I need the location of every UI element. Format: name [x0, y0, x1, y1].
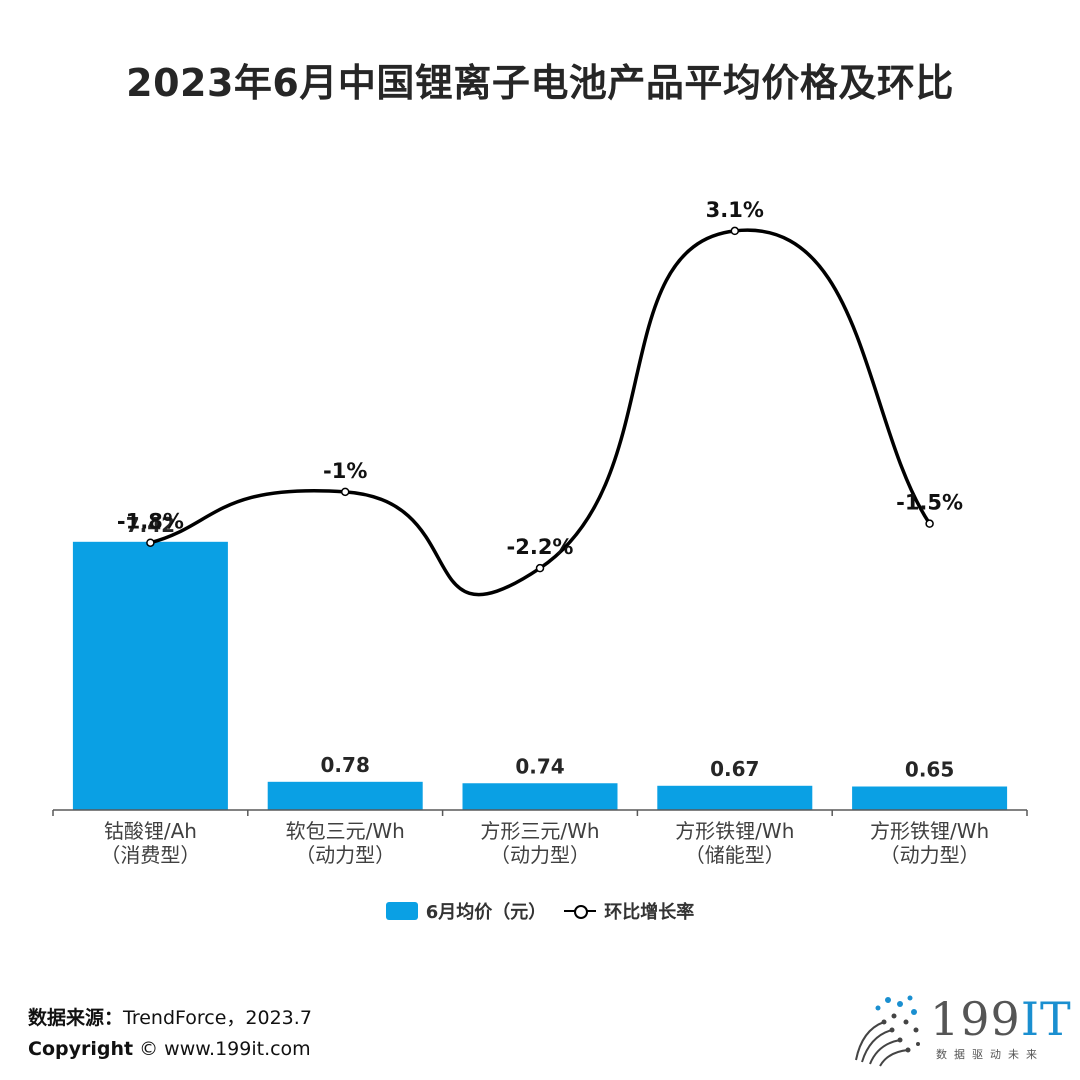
bar-value-label-2: 0.74: [515, 754, 564, 778]
copyright-text: © www.199it.com: [133, 1038, 311, 1060]
x-tick-label-2-1: （动力型）: [490, 843, 590, 867]
bar-value-label-0: 7.42: [126, 513, 175, 537]
logo-wordmark: 199IT: [930, 992, 1072, 1046]
legend-line-label: 环比增长率: [604, 902, 695, 923]
x-tick-label-1-0: 软包三元/Wh: [286, 819, 405, 843]
growth-rate-point-0: [146, 538, 155, 547]
legend-item-bar: 6月均价（元）: [385, 898, 547, 924]
source-label: 数据来源：: [28, 1007, 124, 1029]
growth-rate-label-1: -1%: [323, 459, 367, 483]
x-tick-label-0-0: 钴酸锂/Ah: [104, 819, 197, 843]
legend-line-marker-icon: [564, 902, 597, 920]
logo-accent-text: IT: [1020, 992, 1072, 1046]
growth-rate-point-3: [730, 226, 740, 236]
copyright: Copyright © www.199it.com: [28, 1038, 311, 1060]
bar-value-label-3: 0.67: [710, 757, 759, 781]
x-tick-label-2-0: 方形三元/Wh: [480, 819, 599, 843]
chart-title: 2023年6月中国锂离子电池产品平均价格及环比: [126, 61, 954, 105]
logo-tagline: 数据驱动未来: [936, 1048, 1044, 1061]
bar-value-label-1: 0.78: [321, 753, 370, 777]
legend-bar-swatch: [385, 902, 418, 920]
logo-main-text: 199: [930, 992, 1021, 1046]
logo-199it: 199IT 数据驱动未来: [848, 990, 1071, 1070]
x-tick-label-1-1: （动力型）: [295, 843, 395, 867]
growth-rate-point-1: [340, 487, 350, 497]
legend-bar-label: 6月均价（元）: [425, 902, 547, 923]
growth-rate-point-4: [925, 519, 934, 528]
growth-rate-label-3: 3.1%: [706, 198, 764, 222]
x-tick-label-4-1: （动力型）: [880, 843, 980, 867]
line-layer: [146, 226, 934, 597]
bar-3: [657, 785, 813, 810]
legend-item-line: 环比增长率: [564, 898, 694, 924]
bar-0: [72, 541, 228, 810]
bar-2: [462, 783, 618, 810]
x-tick-label-4-0: 方形铁锂/Wh: [870, 819, 989, 843]
growth-rate-label-4: -1.5%: [896, 491, 963, 515]
logo-dots-icon: [855, 995, 920, 1067]
growth-rate-label-0: -1.8%: [117, 510, 184, 534]
copyright-label: Copyright: [28, 1038, 134, 1060]
bars-layer: [72, 541, 1008, 810]
source-text: TrendForce，2023.7: [123, 1007, 312, 1029]
chart-legend: 6月均价（元） 环比增长率: [0, 898, 1080, 924]
x-tick-label-0-1: （消费型）: [100, 843, 200, 867]
bar-value-label-4: 0.65: [905, 758, 954, 782]
bar-1: [267, 781, 423, 810]
bar-4: [852, 786, 1008, 810]
growth-rate-point-2: [535, 563, 545, 573]
x-tick-label-3-1: （储能型）: [685, 843, 785, 867]
data-source: 数据来源：TrendForce，2023.7: [28, 1003, 312, 1030]
x-tick-label-3-0: 方形铁锂/Wh: [675, 819, 794, 843]
labels-layer: 7.420.78 0.74 0.67 0.65钴酸锂/Ah（消费型）软包三元/Wh（动…: [100, 198, 989, 867]
growth-rate-line: [149, 228, 932, 597]
axis-layer: [52, 809, 1028, 816]
growth-rate-label-2: -2.2%: [507, 535, 574, 559]
